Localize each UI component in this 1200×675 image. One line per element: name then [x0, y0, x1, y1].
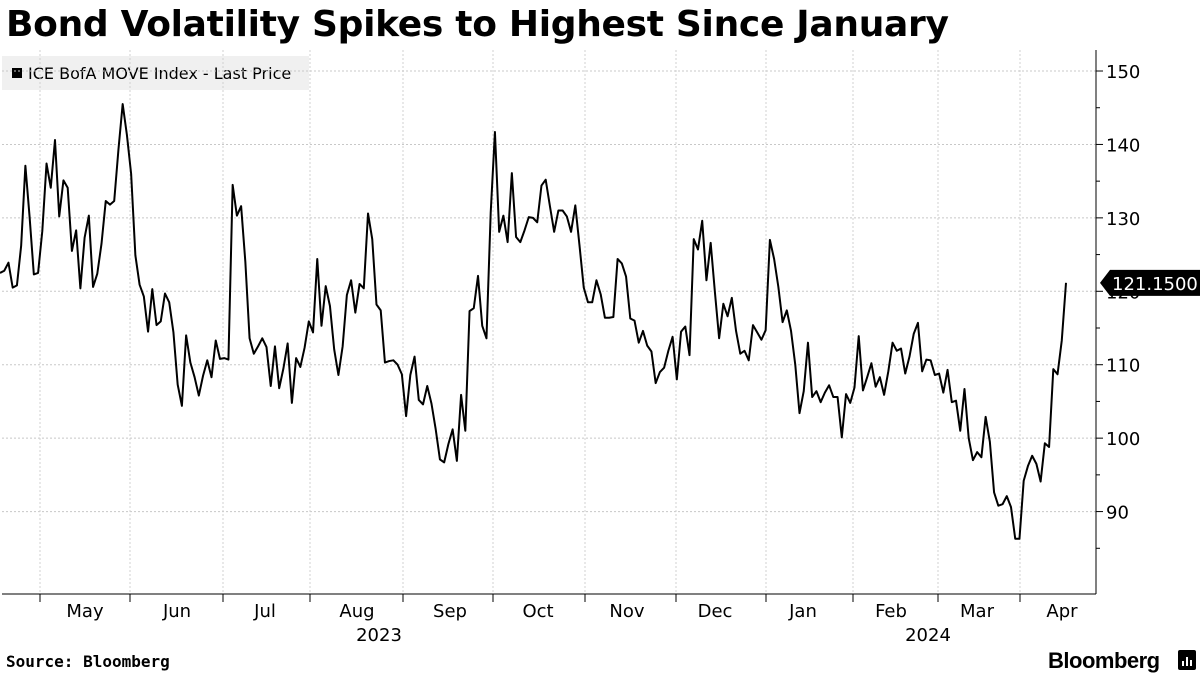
brand-logo: Bloomberg	[1048, 648, 1160, 673]
legend: ICE BofA MOVE Index - Last Price	[2, 56, 309, 90]
x-tick-label: Feb	[875, 601, 907, 622]
x-tick-label: Sep	[433, 601, 467, 622]
bloomberg-terminal-icon	[1178, 650, 1196, 670]
x-tick-label: Nov	[609, 601, 644, 622]
y-tick-label: 110	[1106, 356, 1140, 377]
x-tick-label: Jun	[162, 601, 191, 622]
x-tick-label: Jul	[253, 601, 276, 622]
year-label: 2023	[356, 625, 402, 646]
last-value-label: 121.1500	[1112, 274, 1198, 295]
x-tick-label: May	[66, 601, 104, 622]
legend-swatch	[12, 68, 22, 78]
series-line	[0, 103, 1067, 540]
y-tick-label: 140	[1106, 135, 1140, 156]
source-note: Source: Bloomberg	[6, 652, 170, 671]
x-tick-label: Jan	[788, 601, 817, 622]
y-tick-label: 100	[1106, 429, 1140, 450]
x-tick-label: Mar	[960, 601, 995, 622]
x-tick-label: Dec	[698, 601, 733, 622]
x-tick-label: Aug	[339, 601, 374, 622]
x-tick-label: Oct	[522, 601, 553, 622]
year-label: 2024	[905, 625, 951, 646]
x-tick-label: Apr	[1046, 601, 1078, 622]
y-tick-label: 150	[1106, 62, 1140, 83]
last-value-callout	[1100, 269, 1200, 296]
y-tick-label: 90	[1106, 503, 1129, 524]
chart-title: Bond Volatility Spikes to Highest Since …	[6, 4, 949, 45]
legend-label: ICE BofA MOVE Index - Last Price	[28, 63, 292, 83]
y-tick-label: 130	[1106, 209, 1140, 230]
